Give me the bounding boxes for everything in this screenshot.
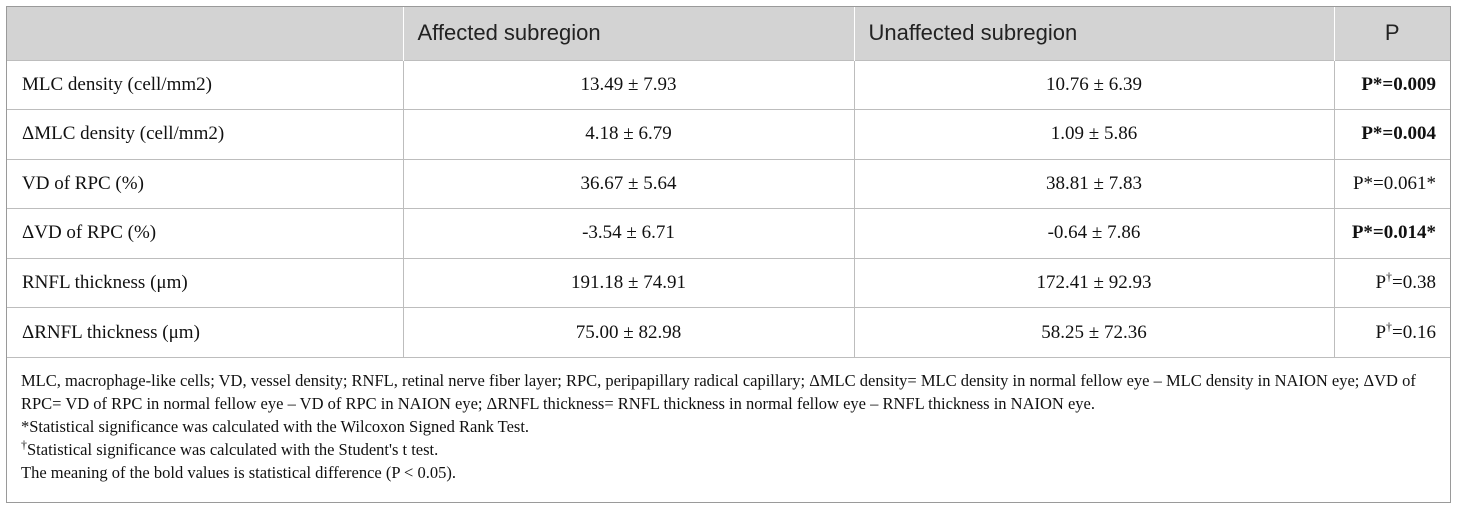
table-row: ΔRNFL thickness (μm) 75.00 ± 82.98 58.25…: [7, 307, 1450, 357]
p-number: 0.009: [1393, 73, 1436, 95]
unaffected-value: 38.81 ± 7.83: [853, 158, 1334, 209]
p-number: 0.014*: [1383, 222, 1436, 244]
unaffected-value: 1.09 ± 5.86: [853, 109, 1334, 159]
table-row: MLC density (cell/mm2) 13.49 ± 7.93 10.7…: [7, 59, 1450, 110]
student-note-text: Statistical significance was calculated …: [27, 440, 439, 459]
p-prefix: P*=: [1361, 73, 1394, 95]
dagger-mark: †: [21, 437, 27, 452]
p-prefix: P*=: [1351, 222, 1384, 244]
results-table-container: Affected subregion Unaffected subregion …: [6, 6, 1451, 503]
p-sup: †: [1386, 269, 1393, 284]
bold-meaning-note: The meaning of the bold values is statis…: [21, 463, 456, 482]
p-value: P*=0.004: [1333, 109, 1450, 159]
affected-value: -3.54 ± 6.71: [402, 208, 854, 258]
p-prefix: P*=: [1361, 123, 1394, 145]
p-prefix: P: [1375, 271, 1387, 293]
header-unaffected: Unaffected subregion: [853, 7, 1334, 60]
table-row: ΔVD of RPC (%) -3.54 ± 6.71 -0.64 ± 7.86…: [7, 208, 1450, 258]
p-value: P†=0.16: [1333, 307, 1450, 357]
affected-value: 36.67 ± 5.64: [402, 158, 854, 209]
unaffected-value: 58.25 ± 72.36: [853, 307, 1334, 357]
p-number: 0.004: [1393, 123, 1436, 145]
table-header-row: Affected subregion Unaffected subregion …: [7, 7, 1450, 60]
p-value: P†=0.38: [1333, 257, 1450, 308]
affected-value: 4.18 ± 6.79: [402, 109, 854, 159]
header-affected: Affected subregion: [402, 7, 854, 60]
p-prefix: P*=: [1352, 172, 1384, 194]
p-value: P*=0.014*: [1333, 208, 1450, 258]
affected-value: 13.49 ± 7.93: [402, 59, 854, 110]
header-label: [7, 7, 403, 60]
row-label: ΔMLC density (cell/mm2): [7, 109, 403, 159]
table-row: VD of RPC (%) 36.67 ± 5.64 38.81 ± 7.83 …: [7, 158, 1450, 209]
row-label: VD of RPC (%): [7, 158, 403, 209]
row-label: ΔRNFL thickness (μm): [7, 307, 403, 357]
p-number: =0.38: [1392, 271, 1436, 293]
row-label: MLC density (cell/mm2): [7, 59, 403, 110]
table-footnotes: MLC, macrophage-like cells; VD, vessel d…: [7, 357, 1450, 484]
row-label: ΔVD of RPC (%): [7, 208, 403, 258]
unaffected-value: 10.76 ± 6.39: [853, 59, 1334, 110]
abbreviations-note: MLC, macrophage-like cells; VD, vessel d…: [21, 371, 1416, 413]
p-prefix: P: [1375, 321, 1387, 343]
wilcoxon-note: *Statistical significance was calculated…: [21, 417, 530, 436]
p-sup: †: [1386, 319, 1393, 334]
p-number: 0.061*: [1383, 172, 1436, 194]
results-table: Affected subregion Unaffected subregion …: [7, 7, 1450, 357]
affected-value: 75.00 ± 82.98: [402, 307, 854, 357]
p-value: P*=0.009: [1333, 59, 1450, 110]
unaffected-value: 172.41 ± 92.93: [853, 257, 1334, 308]
student-note: †Statistical significance was calculated…: [21, 438, 1436, 461]
row-label: RNFL thickness (μm): [7, 257, 403, 308]
p-value: P*=0.061*: [1333, 158, 1450, 209]
table-row: RNFL thickness (μm) 191.18 ± 74.91 172.4…: [7, 257, 1450, 308]
affected-value: 191.18 ± 74.91: [402, 257, 854, 308]
table-row: ΔMLC density (cell/mm2) 4.18 ± 6.79 1.09…: [7, 109, 1450, 159]
unaffected-value: -0.64 ± 7.86: [853, 208, 1334, 258]
header-p: P: [1333, 7, 1450, 60]
p-number: =0.16: [1392, 321, 1436, 343]
